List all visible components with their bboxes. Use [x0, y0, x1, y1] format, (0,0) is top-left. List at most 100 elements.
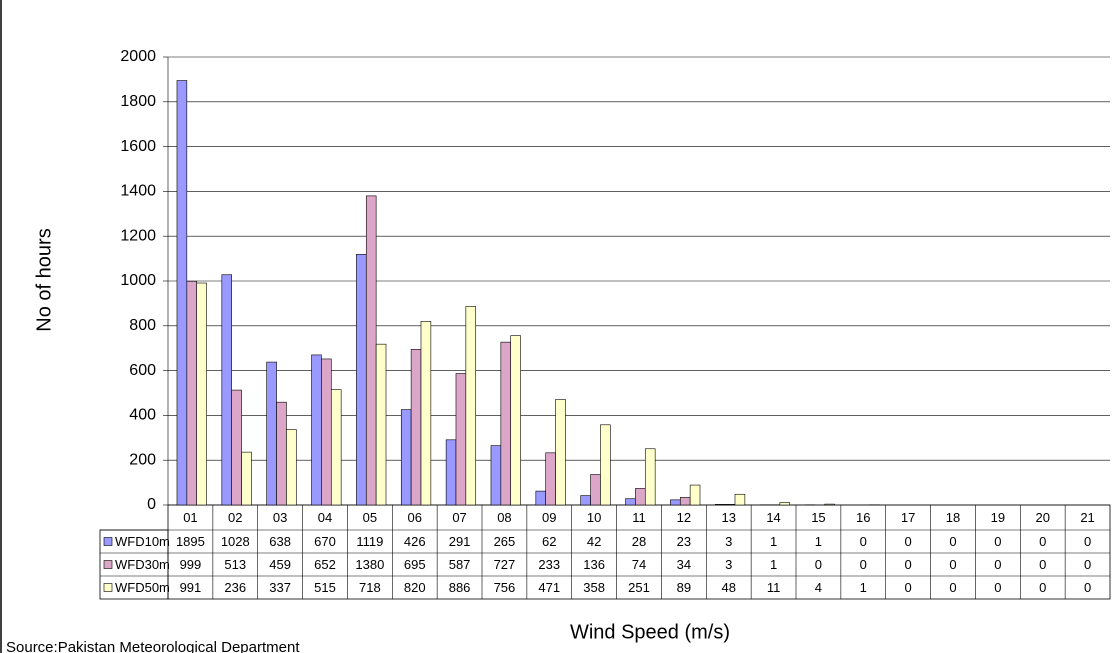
table-value: 820	[404, 580, 426, 595]
bar	[734, 493, 746, 506]
x-tick-label: 14	[766, 510, 780, 525]
table-value: 695	[404, 557, 426, 572]
y-tick-label: 1600	[120, 138, 156, 155]
x-tick-label: 15	[811, 510, 825, 525]
bar	[311, 354, 322, 506]
bar	[590, 474, 601, 506]
table-value: 1	[770, 534, 777, 549]
legend-label: WFD10m	[115, 534, 170, 549]
table-value: 670	[314, 534, 336, 549]
bar	[186, 280, 198, 506]
x-tick-label: 16	[856, 510, 870, 525]
table-value: 0	[949, 534, 956, 549]
table-value: 265	[494, 534, 516, 549]
table-value: 136	[583, 557, 605, 572]
table-value: 0	[905, 557, 912, 572]
legend-swatch	[103, 583, 113, 592]
bar	[545, 452, 556, 506]
bar	[365, 195, 377, 506]
table-value: 48	[721, 580, 735, 595]
table-value: 233	[538, 557, 560, 572]
bar	[465, 306, 477, 506]
bar	[490, 445, 502, 506]
x-tick-label: 10	[587, 510, 601, 525]
table-value: 1	[770, 557, 777, 572]
table-value: 89	[677, 580, 691, 595]
table-value: 251	[628, 580, 650, 595]
legend-swatch	[103, 537, 113, 546]
bar	[670, 499, 681, 506]
bar	[410, 349, 422, 506]
table-value: 0	[994, 580, 1001, 595]
table-value: 3	[725, 534, 732, 549]
table-value: 756	[494, 580, 516, 595]
x-tick-label: 07	[452, 510, 466, 525]
bar	[714, 504, 726, 506]
table-value: 718	[359, 580, 381, 595]
table-value: 1895	[176, 534, 205, 549]
y-tick-label: 1400	[120, 183, 156, 200]
table-value: 587	[449, 557, 471, 572]
table-value: 28	[632, 534, 646, 549]
table-value: 1119	[356, 534, 383, 549]
legend-label: WFD50m	[115, 580, 170, 595]
table-value: 1380	[355, 557, 384, 572]
table-value: 886	[449, 580, 471, 595]
table-value: 0	[905, 534, 912, 549]
bar	[510, 335, 521, 506]
bar	[266, 361, 277, 506]
x-tick-label: 20	[1035, 510, 1049, 525]
bar	[221, 274, 232, 506]
bar	[580, 495, 591, 506]
bar	[689, 484, 701, 506]
bar	[600, 424, 611, 506]
bar	[400, 409, 412, 506]
bar	[356, 254, 367, 506]
table-value: 74	[632, 557, 646, 572]
x-tick-label: 04	[318, 510, 332, 525]
bar	[824, 503, 835, 506]
bar	[779, 502, 791, 506]
table-value: 727	[494, 557, 516, 572]
table-value: 358	[583, 580, 605, 595]
table-value: 991	[180, 580, 202, 595]
y-tick-label: 400	[129, 407, 156, 424]
table-value: 23	[677, 534, 691, 549]
x-tick-label: 19	[991, 510, 1005, 525]
x-tick-label: 02	[228, 510, 242, 525]
y-tick-label: 1000	[120, 272, 156, 289]
x-tick-label: 05	[363, 510, 377, 525]
bar	[679, 497, 691, 506]
y-tick-label: 600	[129, 362, 156, 379]
x-tick-label: 08	[497, 510, 511, 525]
x-tick-label: 21	[1080, 510, 1094, 525]
table-value: 0	[1084, 557, 1091, 572]
table-value: 0	[905, 580, 912, 595]
source-note: Source:Pakistan Meteorological Departmen…	[6, 639, 300, 653]
table-value: 0	[1084, 534, 1091, 549]
table-value: 0	[1084, 580, 1091, 595]
legend-label: WFD30m	[115, 557, 170, 572]
table-value: 999	[180, 557, 202, 572]
table-value: 426	[404, 534, 426, 549]
x-tick-label: 11	[632, 510, 646, 525]
table-value: 62	[542, 534, 556, 549]
x-tick-label: 09	[542, 510, 556, 525]
table-value: 1	[815, 534, 822, 549]
table-value: 0	[994, 534, 1001, 549]
table-value: 0	[1039, 580, 1046, 595]
bar	[176, 80, 188, 506]
y-tick-label: 200	[129, 451, 156, 468]
table-value: 3	[725, 557, 732, 572]
table-value: 638	[269, 534, 291, 549]
bar	[724, 504, 736, 506]
bar	[276, 401, 287, 506]
table-value: 0	[1039, 557, 1046, 572]
table-value: 42	[587, 534, 601, 549]
bar	[445, 439, 457, 506]
bar	[644, 448, 656, 506]
x-axis-label: Wind Speed (m/s)	[570, 621, 730, 643]
table-value: 0	[994, 557, 1001, 572]
bar	[635, 488, 646, 506]
